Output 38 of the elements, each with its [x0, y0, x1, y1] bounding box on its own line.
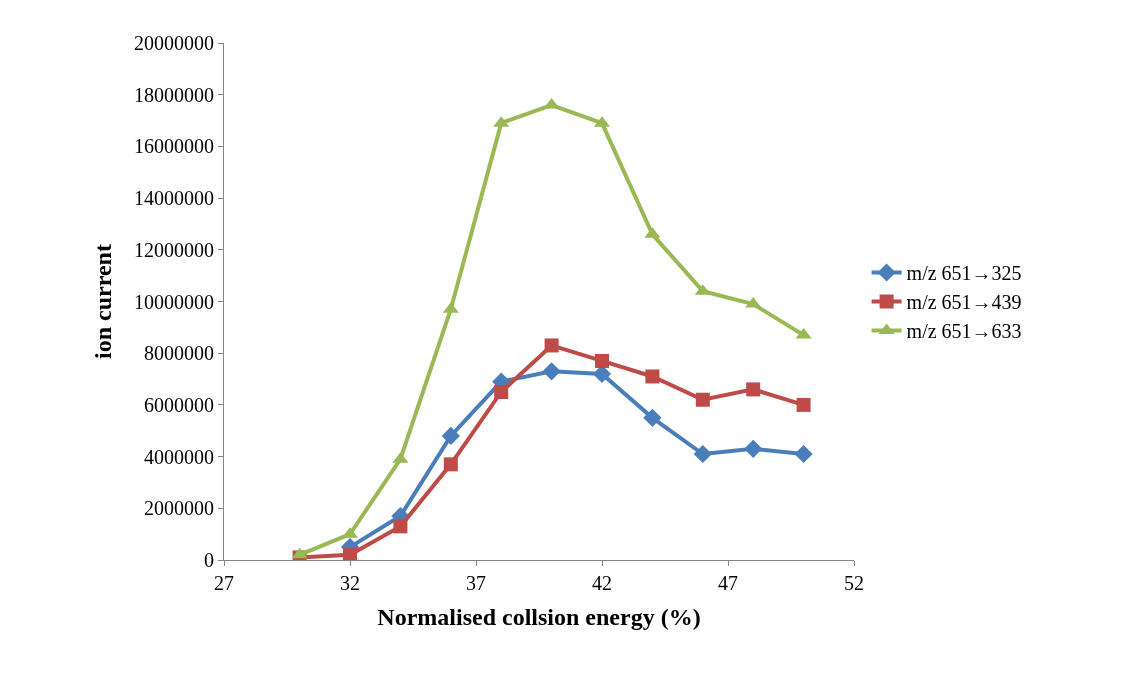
y-tick-label: 16000000 [134, 135, 214, 158]
x-tick-label: 32 [340, 572, 360, 594]
point [794, 444, 813, 464]
point [542, 362, 561, 381]
point [746, 382, 761, 397]
point [643, 408, 662, 427]
y-tick-label: 6000000 [144, 393, 214, 416]
point [441, 426, 460, 446]
point [595, 353, 609, 368]
y-tick-label: 8000000 [144, 342, 214, 365]
x-tick-label: 52 [844, 572, 864, 594]
y-tick-label: 20000000 [134, 32, 214, 54]
x-tick-label: 42 [592, 572, 612, 594]
y-tick-label: 0 [204, 549, 214, 571]
point [645, 369, 660, 384]
x-tick-label: 37 [466, 572, 486, 594]
point [443, 457, 458, 472]
y-tick-label: 14000000 [134, 187, 214, 210]
x-tick-label: 47 [718, 572, 738, 594]
y-tick-label: 2000000 [144, 497, 214, 520]
point [796, 397, 811, 412]
point [393, 519, 408, 534]
point [494, 384, 509, 399]
legend-label: m/z 651→439 [906, 291, 1022, 314]
y-tick-label: 4000000 [144, 445, 214, 468]
x-axis-title: Normalised collsion energy (%) [377, 604, 701, 631]
y-tick-label: 18000000 [134, 83, 214, 106]
point [343, 547, 357, 560]
y-tick-label: 12000000 [134, 238, 214, 261]
point [693, 444, 712, 464]
point [744, 439, 763, 458]
y-tick-label: 10000000 [134, 290, 214, 313]
legend-label: m/z 651→633 [906, 320, 1022, 343]
legend-label: m/z 651→325 [906, 262, 1022, 285]
y-axis-title: ion current [90, 244, 117, 359]
point [695, 392, 710, 407]
point [544, 338, 559, 353]
x-tick-label: 27 [214, 572, 234, 594]
